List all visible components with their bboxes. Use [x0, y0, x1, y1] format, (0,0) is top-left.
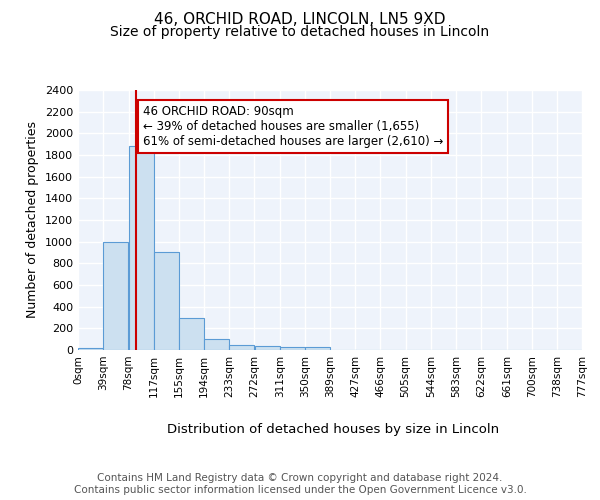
Y-axis label: Number of detached properties: Number of detached properties	[26, 122, 40, 318]
Text: Size of property relative to detached houses in Lincoln: Size of property relative to detached ho…	[110, 25, 490, 39]
Bar	[204, 339, 229, 350]
Bar	[78, 348, 103, 350]
Bar	[103, 242, 128, 350]
Bar	[154, 252, 179, 350]
Text: Distribution of detached houses by size in Lincoln: Distribution of detached houses by size …	[167, 422, 499, 436]
Bar	[305, 348, 330, 350]
Bar	[179, 318, 204, 350]
Text: Contains HM Land Registry data © Crown copyright and database right 2024.
Contai: Contains HM Land Registry data © Crown c…	[74, 474, 526, 495]
Bar	[254, 346, 280, 350]
Bar	[229, 344, 254, 350]
Text: 46, ORCHID ROAD, LINCOLN, LN5 9XD: 46, ORCHID ROAD, LINCOLN, LN5 9XD	[154, 12, 446, 28]
Bar	[128, 146, 154, 350]
Bar	[280, 348, 305, 350]
Text: 46 ORCHID ROAD: 90sqm
← 39% of detached houses are smaller (1,655)
61% of semi-d: 46 ORCHID ROAD: 90sqm ← 39% of detached …	[143, 105, 443, 148]
